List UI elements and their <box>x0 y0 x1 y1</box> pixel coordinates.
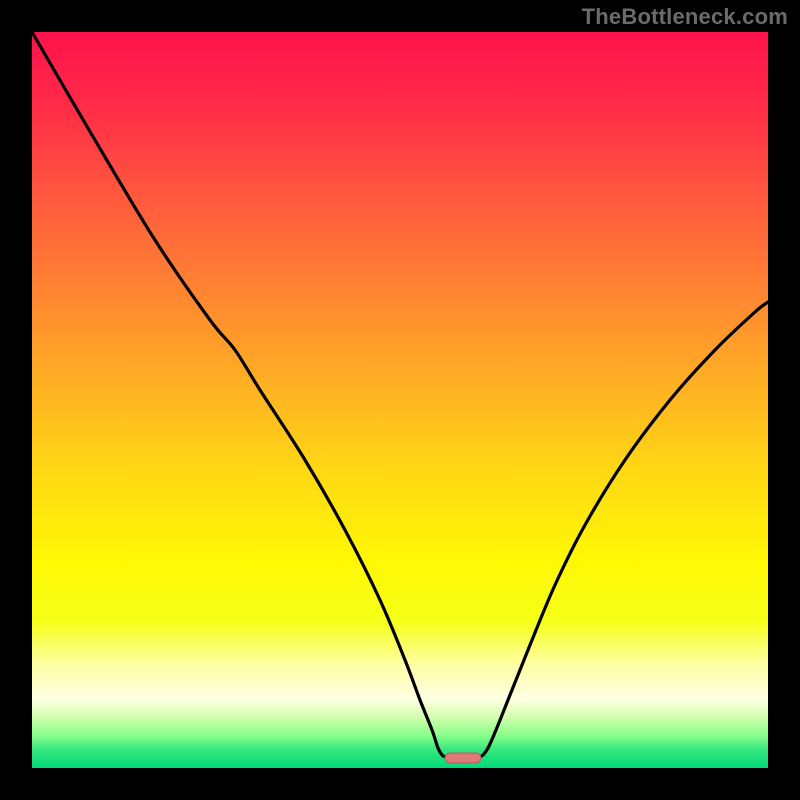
watermark-text: TheBottleneck.com <box>582 4 788 30</box>
bottleneck-chart <box>0 0 800 800</box>
optimum-marker <box>445 753 481 763</box>
plot-background <box>32 32 768 768</box>
chart-frame: TheBottleneck.com <box>0 0 800 800</box>
